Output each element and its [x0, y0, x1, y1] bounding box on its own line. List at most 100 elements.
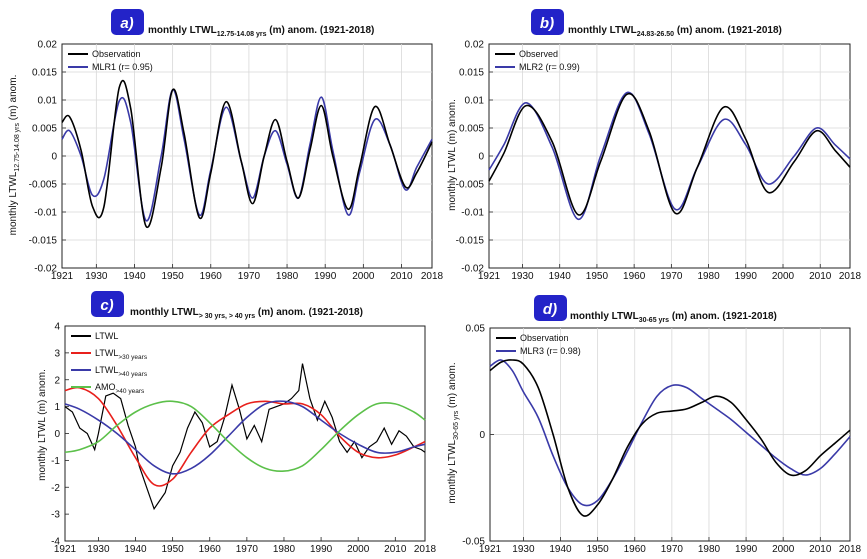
y-tick-labels: 4 3 2 1 0 -1 -2 -3 -4 — [51, 322, 60, 548]
legend: Observed MLR2 (r= 0.99) — [495, 49, 580, 72]
grid-lines — [489, 327, 851, 542]
series-line — [64, 400, 426, 475]
y-tick-label: 4 — [54, 322, 60, 333]
y-tick-label: 0.015 — [32, 68, 57, 79]
x-tick-label: 1990 — [314, 271, 337, 282]
y-tick-label: -0.05 — [462, 537, 485, 548]
y-tick-labels: 0.02 0.015 0.01 0.005 0 -0.005 -0.01 -0.015 -0.0… — [456, 40, 485, 275]
legend: Observation MLR3 (r= 0.98) — [496, 333, 581, 356]
x-tick-labels: 1921 1930 1940 1950 1960 1970 1980 1990 2000 2010… — [54, 544, 437, 555]
x-tick-label: 1980 — [698, 544, 721, 555]
series-line — [489, 359, 851, 507]
y-tick-label: 0.005 — [32, 124, 57, 135]
panel-badge — [91, 291, 124, 317]
legend-label: MLR2 (r= 0.99) — [519, 62, 580, 72]
title-d: d) monthly LTWL30-65 yrs (m) anom. (1921… — [534, 295, 777, 324]
x-tick-label: 1970 — [661, 544, 684, 555]
panel-title: monthly LTWL> 30 yrs, > 40 yrs (m) anom.… — [130, 307, 363, 320]
x-tick-label: 1980 — [273, 544, 296, 555]
y-tick-label: 0.01 — [38, 96, 58, 107]
legend-label: LTWL — [95, 331, 118, 341]
legend-label: MLR1 (r= 0.95) — [92, 62, 153, 72]
panel-badge — [534, 295, 567, 321]
x-tick-label: 1940 — [124, 544, 147, 555]
badge-label: c) — [100, 297, 113, 314]
legend-label: Observed — [519, 49, 558, 59]
panel-title: monthly LTWL24.83-26.50 (m) anom. (1921-… — [568, 25, 782, 38]
x-tick-label: 1930 — [85, 271, 108, 282]
y-tick-label: -0.005 — [456, 180, 485, 191]
y-tick-label: 2 — [54, 375, 60, 386]
y-tick-label: 0.05 — [466, 324, 486, 335]
x-tick-label: 1950 — [161, 271, 184, 282]
y-tick-label: -1 — [51, 456, 60, 467]
y-tick-label: -0.01 — [461, 208, 484, 219]
x-tick-label: 2000 — [347, 544, 370, 555]
grid-lines — [488, 43, 851, 269]
x-tick-label: 1921 — [54, 544, 77, 555]
legend-label: MLR3 (r= 0.98) — [520, 346, 581, 356]
y-tick-label: -0.01 — [34, 208, 57, 219]
x-tick-label: 2018 — [839, 544, 862, 555]
y-tick-label: -4 — [51, 537, 60, 548]
y-tick-label: -2 — [51, 483, 60, 494]
y-tick-label: -0.005 — [29, 180, 58, 191]
legend-label: Observation — [92, 49, 141, 59]
y-tick-label: 0.01 — [465, 96, 485, 107]
x-tick-label: 2018 — [414, 544, 437, 555]
series-lines — [61, 79, 433, 229]
y-axis-label-a: monthly LTWL12.75-14.08 yrs (m) anom. — [8, 75, 21, 236]
legend: Observation MLR1 (r= 0.95) — [68, 49, 153, 72]
x-tick-label: 1960 — [200, 271, 223, 282]
x-tick-label: 1980 — [276, 271, 299, 282]
x-tick-label: 1960 — [624, 544, 647, 555]
title-b: b) monthly LTWL24.83-26.50 (m) anom. (19… — [531, 9, 782, 38]
y-tick-label: 3 — [54, 348, 60, 359]
legend-label: LTWL>30 years — [95, 348, 148, 361]
y-tick-label: 0.015 — [459, 68, 484, 79]
x-tick-label: 1940 — [549, 544, 572, 555]
series-lines — [488, 91, 851, 221]
x-tick-label: 2010 — [384, 544, 407, 555]
legend-label: LTWL>40 years — [95, 365, 148, 378]
x-tick-label: 1921 — [478, 271, 501, 282]
panel-badge — [531, 9, 564, 35]
x-tick-label: 1930 — [87, 544, 110, 555]
x-tick-label: 2018 — [421, 271, 444, 282]
legend: LTWL LTWL>30 years LTWL>40 years AMO>40 yea… — [71, 331, 148, 395]
series-line — [64, 363, 426, 511]
y-tick-label: -0.015 — [29, 236, 58, 247]
y-tick-labels: 0.02 0.015 0.01 0.005 0 -0.005 -0.01 -0.015 -0.0… — [29, 40, 58, 275]
x-tick-label: 2000 — [772, 271, 795, 282]
y-tick-label: 1 — [54, 402, 60, 413]
x-tick-labels: 1921 1930 1940 1950 1960 1970 1980 1990 2000 2010… — [478, 271, 862, 282]
x-tick-label: 1930 — [511, 271, 534, 282]
badge-label: d) — [543, 301, 557, 318]
y-axis-label-c: monthly LTWL (m) anom. — [37, 369, 48, 481]
panel-d: 1921 1930 1940 1950 1960 1970 1980 1990 2000 2010… — [462, 324, 861, 556]
panel-title: monthly LTWL30-65 yrs (m) anom. (1921-20… — [570, 311, 777, 324]
x-tick-labels: 1921 1930 1940 1950 1960 1970 1980 1990 2000 2010… — [479, 544, 862, 555]
x-tick-label: 1950 — [587, 544, 610, 555]
panel-badge — [111, 9, 144, 35]
x-tick-label: 1990 — [735, 544, 758, 555]
series-line — [488, 91, 851, 221]
x-tick-label: 2010 — [809, 544, 832, 555]
legend-label: Observation — [520, 333, 569, 343]
y-tick-label: -3 — [51, 510, 60, 521]
x-tick-label: 1970 — [660, 271, 683, 282]
series-line — [489, 359, 851, 517]
x-tick-label: 2000 — [772, 544, 795, 555]
y-tick-label: 0 — [479, 430, 485, 441]
badge-label: a) — [120, 15, 133, 32]
x-tick-label: 1930 — [512, 544, 535, 555]
y-axis-label-b: monthly LTWL (m) anom. — [447, 99, 458, 211]
badge-label: b) — [540, 15, 554, 32]
x-tick-label: 1940 — [123, 271, 146, 282]
panel-c: 1921 1930 1940 1950 1960 1970 1980 1990 2000 2010… — [51, 322, 436, 556]
x-tick-label: 1921 — [51, 271, 74, 282]
x-tick-label: 2010 — [809, 271, 832, 282]
panel-title: monthly LTWL12.75-14.08 yrs (m) anom. (1… — [148, 25, 374, 38]
series-line — [488, 92, 851, 216]
x-tick-labels: 1921 1930 1940 1950 1960 1970 1980 1990 2000 2010… — [51, 271, 444, 282]
